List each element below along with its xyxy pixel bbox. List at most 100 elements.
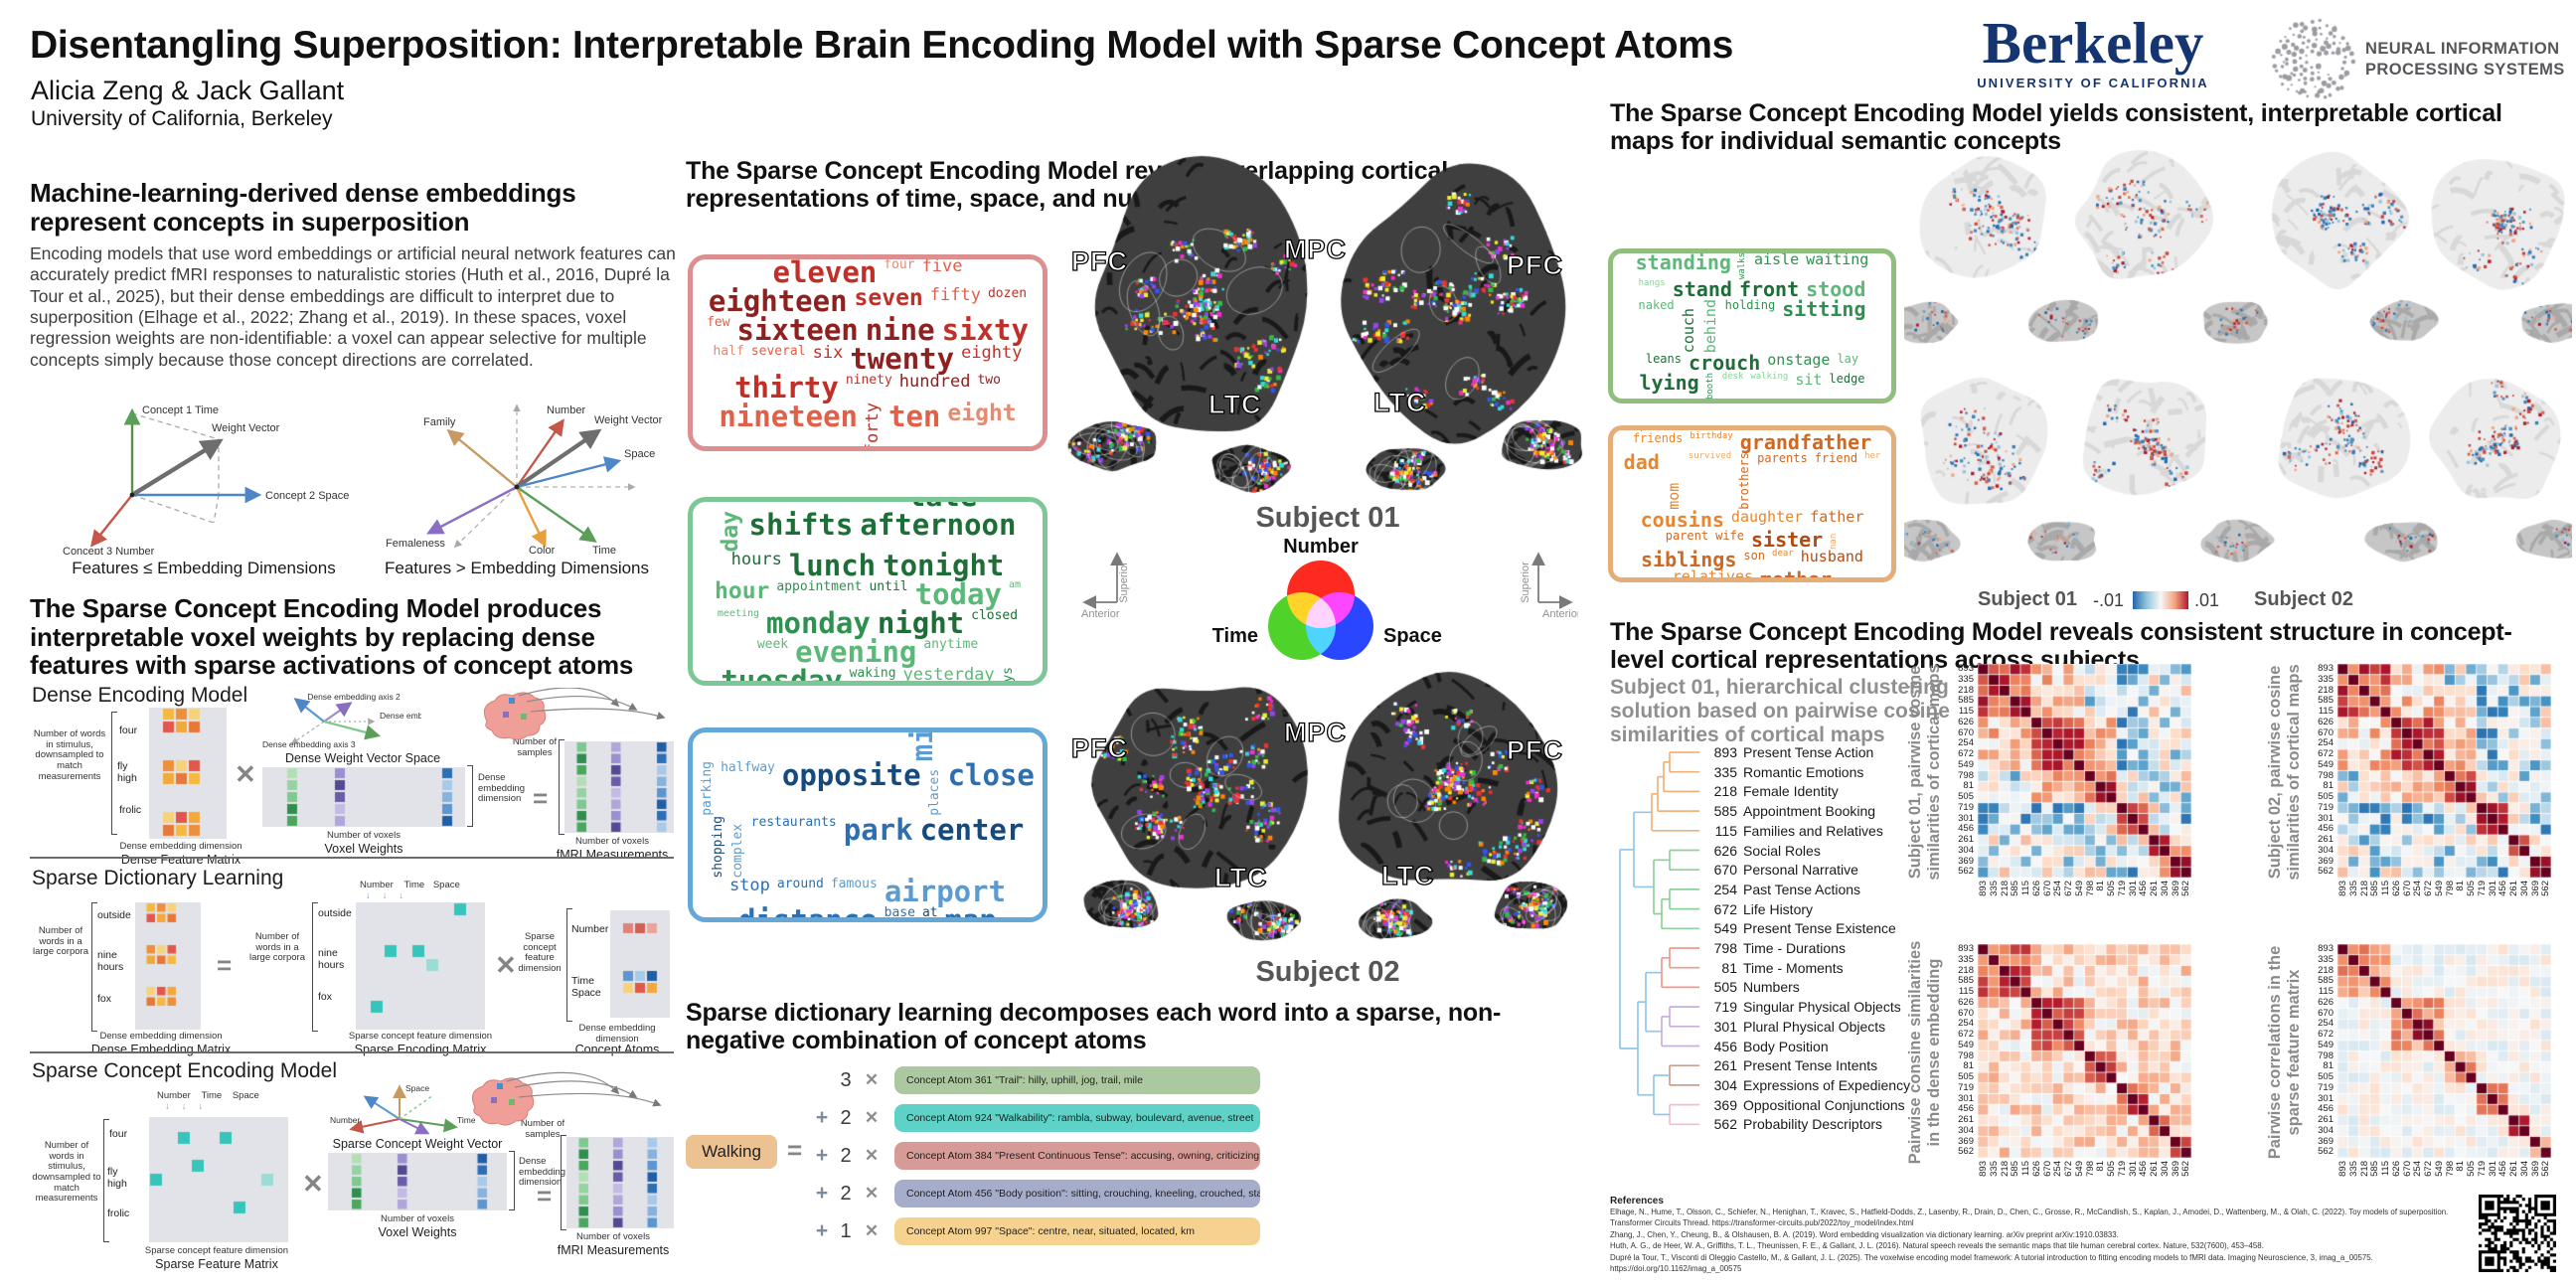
label-time: Time: [592, 545, 616, 555]
cluster-item-label: Present Tense Existence: [1743, 920, 1896, 937]
pfc-label: PFC: [1070, 245, 1128, 276]
heatmap-ytick: 261: [1958, 1114, 1974, 1125]
cloud-word: distance: [737, 903, 878, 922]
sdl-mat3-name: Concept Atoms: [574, 1043, 660, 1056]
cluster-item: 562 Probability Descriptors: [1705, 1116, 1882, 1132]
heatmap-xtick: 115: [2380, 1161, 2391, 1177]
matrix-label-line: similarities of cortical maps: [2284, 664, 2303, 881]
heatmap-ytick: 81: [1963, 1060, 1974, 1072]
heatmap-ytick: 81: [2323, 1060, 2334, 1072]
divider: [30, 857, 674, 859]
times-icon: ✕: [302, 1169, 324, 1199]
fmri-matrix: [564, 741, 674, 833]
heatmap-ytick: 81: [1963, 780, 1974, 792]
heatmap-ytick: 335: [2318, 953, 2334, 965]
cloud-word: shopping: [710, 815, 725, 879]
heatmap-ytick: 798: [1958, 769, 1974, 781]
cluster-item-label: Numbers: [1743, 979, 1800, 996]
ax-number: Number: [330, 1115, 360, 1125]
cluster-item-label: Present Tense Intents: [1743, 1057, 1878, 1074]
scem-col-arrows: Number Time Space ↓↓↓: [157, 1090, 306, 1112]
figure-low-dim-vectors: Concept 1 Time Weight Vector Concept 2 S…: [63, 404, 349, 555]
cloud-word: survived: [1688, 451, 1732, 462]
col-time-2: Time: [201, 1090, 223, 1101]
cloud-word: leans: [1645, 352, 1682, 367]
caption-low-dim: Features ≤ Embedding Dimensions: [72, 559, 336, 577]
cloud-word: monday: [766, 606, 871, 641]
heatmap-xtick: 719: [2476, 881, 2488, 896]
cloud-word: standing: [1635, 249, 1731, 274]
sdl-title: Sparse Dictionary Learning: [32, 867, 284, 889]
cluster-item: 304 Expressions of Expediency: [1705, 1077, 1910, 1093]
heatmap-xtick: 549: [2073, 881, 2085, 896]
cluster-item: 672 Life History: [1705, 901, 1813, 917]
cloud-word: onstage: [1767, 351, 1831, 370]
section-title-scem: The Sparse Concept Encoding Model produc…: [30, 593, 634, 681]
concept-atom-pill: Concept Atom 361 "Trail": hilly, uphill,…: [894, 1066, 1260, 1094]
cluster-item-id: 369: [1713, 1096, 1737, 1113]
coefficient: 2: [840, 1182, 852, 1205]
dense-space-title: Dense Weight Vector Space: [284, 751, 441, 765]
berkeley-subtext: UNIVERSITY OF CALIFORNIA: [1977, 76, 2209, 90]
times-icon: ✕: [864, 1184, 880, 1203]
references-block: References Elhage, N., Hume, T., Olsson,…: [1610, 1196, 2465, 1275]
heatmap-ytick: 549: [1958, 1039, 1974, 1050]
concept-atom-pill: Concept Atom 456 "Body position": sittin…: [894, 1180, 1260, 1208]
affiliation: University of California, Berkeley: [31, 107, 333, 130]
concept-atom-pill: Concept Atom 384 "Present Continuous Ten…: [894, 1142, 1260, 1170]
pfc-label: PFC: [1506, 249, 1563, 280]
heatmap-ytick: 218: [1958, 684, 1974, 696]
cloud-word: walking: [1750, 372, 1789, 383]
label-concept2-space: Concept 2 Space: [265, 490, 349, 502]
bracket: [467, 765, 473, 827]
cloud-word: her: [1864, 451, 1881, 462]
cluster-item-label: Appointment Booking: [1743, 803, 1876, 820]
mpc-label: MPC: [1283, 234, 1347, 264]
ltc-label: LTC: [1213, 862, 1268, 892]
matrix-label-line: Subject 01, pairwise cosine: [1906, 665, 1924, 880]
cloud-word: couch: [1679, 307, 1697, 354]
cloud-word: lay: [1837, 352, 1859, 367]
heatmap-xtick: 549: [2073, 1161, 2085, 1177]
heatmap-ytick: 304: [1958, 1124, 1974, 1136]
subject1-flatmap: [1065, 141, 1590, 501]
voxel-weights-name: Voxel Weights: [324, 842, 403, 856]
cloud-word: sidewalk: [1702, 248, 1760, 252]
cluster-item: 369 Oppositional Conjunctions: [1705, 1097, 1905, 1113]
heatmap-xtick: 505: [2106, 881, 2117, 896]
cloud-word: cousins: [1640, 508, 1724, 533]
heatmap-xtick: 798: [2444, 1161, 2456, 1177]
voxel-weights-side: Dense embedding dimension: [478, 772, 526, 805]
heatmap-xtick: 115: [2020, 1161, 2031, 1177]
heatmap-ytick: 672: [1958, 1029, 1974, 1040]
cluster-item: 585 Appointment Booking: [1705, 803, 1875, 819]
cloud-word: father: [1810, 508, 1864, 527]
ax-space: Space: [405, 1083, 429, 1093]
cloud-word: thirty: [734, 370, 839, 404]
scem-rows-label: Number of words in stimulus, downsampled…: [32, 1140, 101, 1205]
cluster-item-id: 562: [1713, 1116, 1737, 1133]
wordcloud-family: familybrotherstepmotherfriendsbirthdaygr…: [1608, 425, 1896, 582]
subject2-flatmap: [1065, 656, 1590, 954]
intro-paragraph: Encoding models that use word embeddings…: [30, 243, 676, 370]
authors: Alicia Zeng & Jack Gallant: [31, 76, 345, 105]
bracket: [103, 1119, 109, 1242]
cluster-item-label: Oppositional Conjunctions: [1743, 1096, 1905, 1113]
cloud-word: husband: [1800, 548, 1863, 566]
wordcloud-time: wakeeverydaymorningarrivedappointmentswe…: [688, 497, 1047, 686]
cloud-word: waits: [1845, 248, 1880, 252]
heatmap-ytick: 115: [2318, 706, 2334, 717]
heatmap-xtick: 585: [2369, 1161, 2381, 1177]
middle-section2-title: Sparse dictionary learning decomposes ea…: [686, 999, 1502, 1054]
cloud-word: daughter: [1730, 508, 1804, 527]
sparse-feature-matrix: [149, 1117, 288, 1242]
cloud-word: sister: [1751, 528, 1824, 553]
heatmap-ytick: 670: [2318, 726, 2334, 738]
heatmap-xtick: 254: [2412, 1161, 2424, 1177]
heatmap-ytick: 626: [2318, 716, 2334, 727]
dense-rows-label: Number of words in stimulus, downsampled…: [33, 728, 106, 782]
heatmap-ytick: 893: [1958, 943, 1974, 954]
matrix-label-line: Pairwise consine similarities: [1906, 940, 1924, 1165]
cloud-word: relatives: [1672, 567, 1754, 582]
cloud-word: halfway: [721, 759, 775, 775]
